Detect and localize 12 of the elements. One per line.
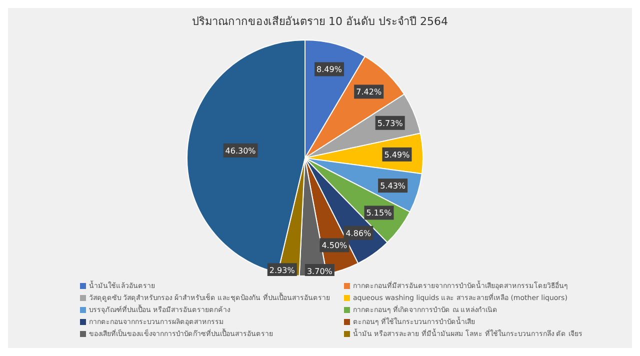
- data-label: 4.50%: [322, 241, 348, 250]
- data-label: 4.86%: [346, 228, 372, 238]
- data-label: 3.70%: [306, 267, 333, 276]
- data-label: 5.43%: [380, 182, 406, 191]
- data-label: 46.30%: [225, 146, 256, 156]
- data-label: 5.15%: [366, 208, 392, 218]
- data-label: 5.73%: [377, 118, 404, 128]
- data-label: 8.49%: [316, 65, 342, 74]
- data-label: 7.42%: [356, 88, 382, 97]
- data-label: 2.93%: [269, 266, 296, 276]
- data-label: 5.49%: [384, 150, 410, 160]
- chart-title: ปริมาณกากของเสียอันตราย 10 อันดับ ประจำปี 2564: [191, 14, 449, 30]
